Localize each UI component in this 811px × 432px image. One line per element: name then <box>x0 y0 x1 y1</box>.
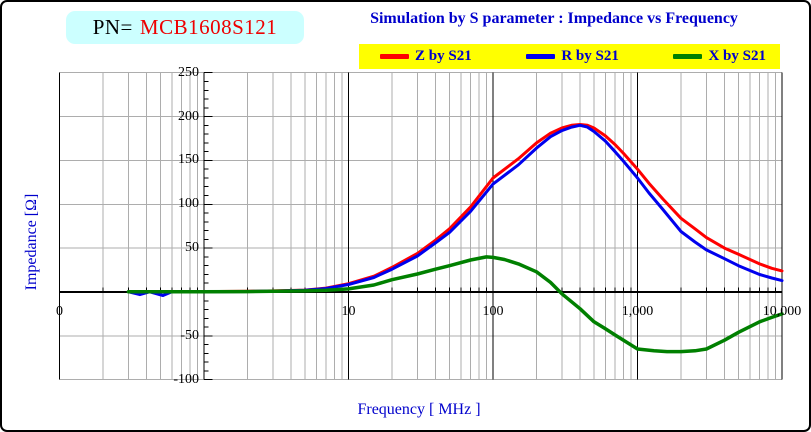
legend-label: R by S21 <box>561 48 619 64</box>
legend-bar: Z by S21 R by S21 X by S21 <box>359 44 780 69</box>
curve-z <box>126 123 784 294</box>
legend-label: Z by S21 <box>415 48 472 64</box>
curve-x <box>126 255 784 354</box>
pn-prefix-label: PN= <box>92 15 133 39</box>
x-tick-label: 100 <box>482 304 504 319</box>
y-tick-label: 250 <box>178 64 199 80</box>
chart-title: Simulation by S parameter : Impedance vs… <box>370 10 738 27</box>
x-tick-label: 10,000 <box>762 304 802 319</box>
y-axis-title: Impedance [Ω] <box>23 193 40 291</box>
part-number-value: MCB1608S121 <box>139 15 278 39</box>
y-tick-label: -100 <box>173 371 199 387</box>
y-tick-label: 50 <box>185 240 199 256</box>
legend-item-z: Z by S21 <box>380 49 472 64</box>
x-tick-label: 1,000 <box>621 304 654 319</box>
y-tick-label: 150 <box>178 152 199 168</box>
y-tick-label: -50 <box>180 327 199 343</box>
legend-label: X by S21 <box>708 48 766 64</box>
x-axis-title: Frequency [ MHz ] <box>357 401 481 418</box>
legend-item-r: R by S21 <box>526 49 619 64</box>
legend-line-swatch <box>673 54 703 59</box>
legend-line-swatch <box>380 54 409 59</box>
y-tick-label: 200 <box>178 108 199 124</box>
x-tick-label: 0 <box>56 304 63 319</box>
legend-item-x: X by S21 <box>673 49 766 64</box>
legend-line-swatch <box>526 54 556 59</box>
x-tick-label: 10 <box>341 304 356 319</box>
part-number-box: PN= MCB1608S121 <box>66 11 304 44</box>
y-tick-label: 100 <box>178 196 199 212</box>
curve-r <box>126 123 784 297</box>
